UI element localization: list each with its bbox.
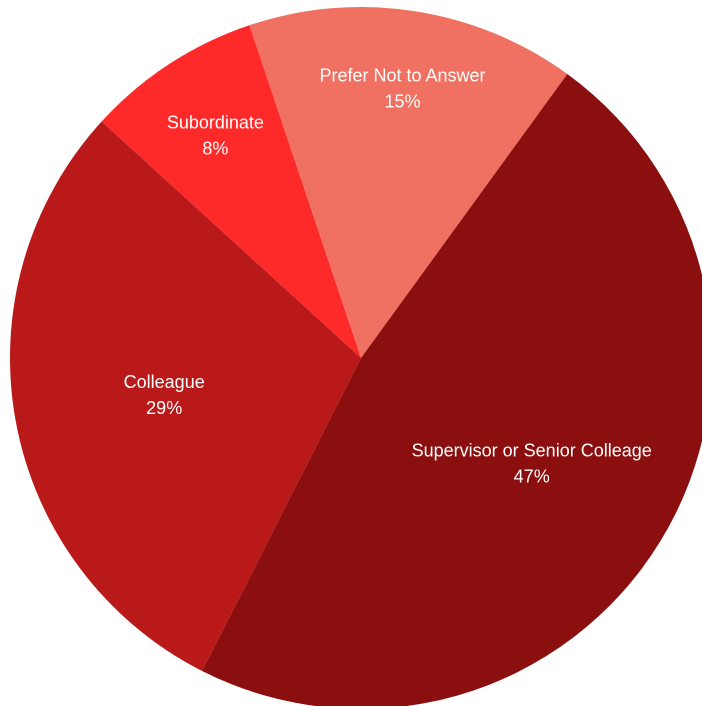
slice-label-colleague: Colleague: [124, 372, 205, 392]
slice-label-prefer-not-to-answer: Prefer Not to Answer: [319, 65, 485, 85]
slice-label-subordinate: Subordinate: [167, 113, 264, 133]
slice-value-subordinate: 8%: [202, 139, 228, 159]
labels-layer: Prefer Not to Answer 15% Subordinate 8% Coll…: [124, 65, 652, 486]
slice-value-colleague: 29%: [146, 398, 182, 418]
pie-slice-colleague: [9, 121, 362, 672]
slice-value-supervisor-or-senior-colleage: 47%: [514, 466, 550, 486]
pie-slice-supervisor-or-senior-colleage: [202, 74, 702, 706]
slices-layer: [9, 7, 702, 706]
slice-label-supervisor-or-senior-colleage: Supervisor or Senior Colleage: [412, 440, 652, 460]
pie-slice-prefer-not-to-answer: [249, 7, 568, 359]
pie-slice-subordinate: [101, 25, 362, 358]
slice-value-prefer-not-to-answer: 15%: [384, 91, 420, 111]
